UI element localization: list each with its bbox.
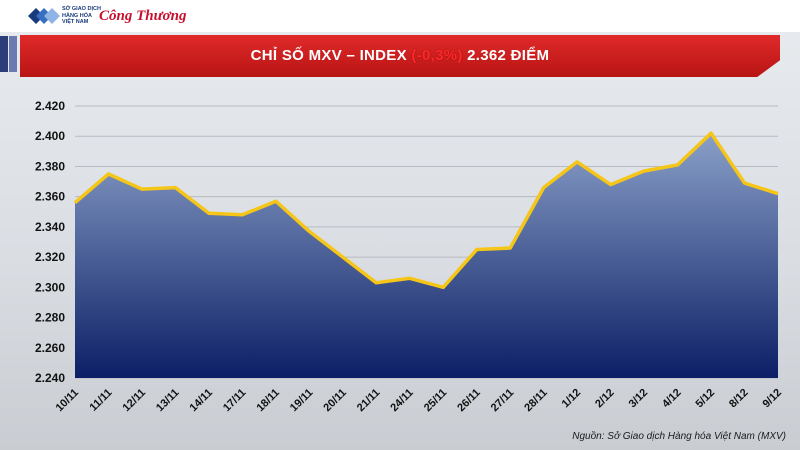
y-tick-label: 2.420 xyxy=(35,99,65,113)
title-prefix: CHỈ SỐ MXV – INDEX xyxy=(250,47,412,64)
y-tick-label: 2.320 xyxy=(35,250,65,264)
x-tick-label: 5/12 xyxy=(694,387,718,411)
x-tick-label: 19/11 xyxy=(288,387,316,415)
y-tick-label: 2.360 xyxy=(35,190,65,204)
y-tick-label: 2.300 xyxy=(35,280,65,294)
x-tick-label: 8/12 xyxy=(727,387,751,411)
x-tick-label: 9/12 xyxy=(760,387,784,411)
x-tick-label: 18/11 xyxy=(254,387,282,415)
header-bar: SỞ GIAO DỊCH HÀNG HÓA VIỆT NAM Công Thươ… xyxy=(0,0,800,32)
area-fill xyxy=(75,133,778,378)
x-tick-label: 13/11 xyxy=(154,387,182,415)
x-tick-label: 26/11 xyxy=(455,387,483,415)
x-tick-label: 4/12 xyxy=(660,387,684,411)
y-axis-ticks: 2.240 2.260 2.280 2.300 2.320 2.340 2.360 2.380… xyxy=(35,99,65,385)
chart-title: CHỈ SỐ MXV – INDEX (-0,3%) 2.362 ĐIỂM xyxy=(20,35,780,77)
x-tick-label: 21/11 xyxy=(355,387,383,415)
series-line xyxy=(73,131,779,290)
mxv-logo-icon xyxy=(28,8,60,24)
congthuong-logo: Công Thương xyxy=(99,8,187,24)
y-tick-label: 2.280 xyxy=(35,311,65,325)
title-suffix: 2.362 ĐIỂM xyxy=(462,47,550,64)
mxv-logo-line-3: VIỆT NAM xyxy=(62,19,89,25)
x-tick-label: 25/11 xyxy=(422,387,450,415)
x-tick-label: 3/12 xyxy=(627,387,651,411)
y-tick-label: 2.240 xyxy=(35,371,65,385)
x-tick-label: 27/11 xyxy=(489,387,517,415)
mxv-logo-line-2: HÀNG HÓA xyxy=(62,12,92,19)
mxv-logo-line-1: SỞ GIAO DỊCH xyxy=(62,6,101,12)
x-tick-label: 12/11 xyxy=(121,387,149,415)
decor-bar-light xyxy=(9,36,17,72)
x-tick-label: 28/11 xyxy=(522,387,550,415)
decor-bar-dark xyxy=(0,36,8,72)
title-banner xyxy=(20,35,780,77)
x-tick-label: 14/11 xyxy=(188,387,216,415)
x-tick-label: 20/11 xyxy=(321,387,349,415)
y-tick-label: 2.340 xyxy=(35,220,65,234)
y-tick-label: 2.400 xyxy=(35,129,65,143)
y-tick-label: 2.380 xyxy=(35,159,65,173)
x-tick-label: 17/11 xyxy=(221,387,249,415)
x-tick-label: 2/12 xyxy=(593,387,617,411)
source-note: Nguồn: Sở Giao dịch Hàng hóa Việt Nam (M… xyxy=(572,431,786,442)
x-tick-label: 24/11 xyxy=(388,387,416,415)
title-change: (-0,3%) xyxy=(411,47,463,64)
x-tick-label: 10/11 xyxy=(54,387,82,415)
x-axis-ticks: 10/11 11/11 12/11 13/11 14/11 17/11 18/11 19/11… xyxy=(54,387,785,415)
mxv-logo-text: SỞ GIAO DỊCH HÀNG HÓA VIỆT NAM xyxy=(62,6,102,26)
y-tick-label: 2.260 xyxy=(35,341,65,355)
x-tick-label: 11/11 xyxy=(87,387,114,414)
x-tick-label: 1/12 xyxy=(560,387,584,411)
